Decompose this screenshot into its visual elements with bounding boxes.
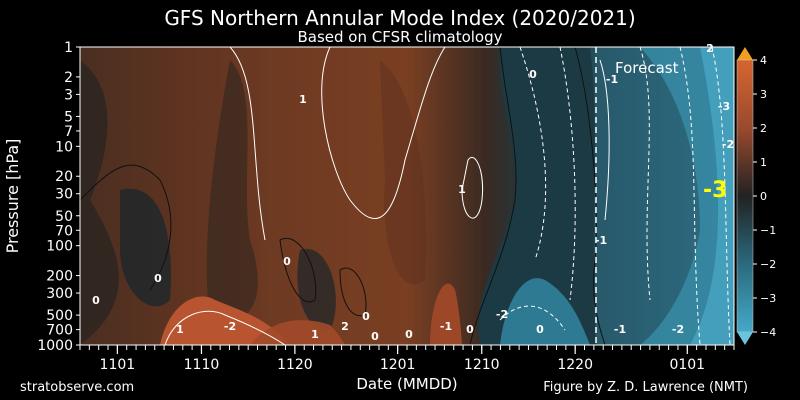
- y-tick-label: 500: [46, 308, 73, 324]
- contour-label: 0: [154, 272, 162, 285]
- contour-label: 0: [283, 255, 291, 268]
- forecast-label: Forecast: [615, 59, 679, 77]
- contour-label: -2: [496, 308, 508, 321]
- x-tick-label: 1220: [557, 357, 593, 373]
- contour-label: -1: [595, 234, 607, 247]
- colorbar-tick-label: 1: [760, 156, 767, 169]
- x-tick-label: 1201: [380, 357, 416, 373]
- y-tick-label: 200: [46, 269, 73, 285]
- colorbar-tick-label: 4: [760, 54, 767, 67]
- y-tick-label: 1: [64, 40, 73, 56]
- chart-title: GFS Northern Annular Mode Index (2020/20…: [164, 6, 635, 30]
- x-tick-label: 1120: [277, 357, 313, 373]
- contour-label: 0: [92, 294, 100, 307]
- y-tick-label: 20: [55, 169, 73, 185]
- contour-label: 0: [371, 330, 379, 343]
- colorbar-max-arrow: [737, 47, 753, 60]
- contour-label: 0: [362, 310, 370, 323]
- x-axis: 1101 1110 1120 1201 1210 1220 0101: [79, 345, 735, 373]
- footer-credit: Figure by Z. D. Lawrence (NMT): [543, 380, 748, 395]
- x-tick-label: 1101: [100, 357, 136, 373]
- colorbar-tick-label: 3: [760, 88, 767, 101]
- contour-label: 0: [466, 323, 474, 336]
- contour-label: 2: [706, 42, 714, 55]
- contour-label: 1: [311, 328, 319, 341]
- colorbar-tick-label: −2: [760, 258, 776, 271]
- y-tick-label: 30: [55, 187, 73, 203]
- chart-subtitle: Based on CFSR climatology: [297, 28, 502, 46]
- y-tick-label: 5: [64, 109, 73, 125]
- contour-label: -2: [224, 320, 236, 333]
- x-axis-label: Date (MMDD): [356, 375, 457, 393]
- contour-label: -2: [722, 138, 734, 151]
- y-tick-label: 700: [46, 323, 73, 339]
- contour-label: -1: [440, 320, 452, 333]
- colorbar-ticks: 4 3 2 1 0 −1 −2 −3 −4: [753, 54, 776, 339]
- contour-label: 0: [405, 328, 413, 341]
- x-tick-label: 0101: [669, 357, 705, 373]
- y-tick-label: 7: [64, 124, 73, 140]
- contour-label: 1: [458, 183, 466, 196]
- y-tick-label: 100: [46, 239, 73, 255]
- contour-label: 1: [299, 93, 307, 106]
- y-axis-label: Pressure [hPa]: [3, 139, 22, 254]
- y-tick-label: 3: [64, 87, 73, 103]
- y-tick-label: 2: [64, 70, 73, 86]
- footer-site: stratobserve.com: [20, 380, 134, 395]
- colorbar-tick-label: −4: [760, 326, 776, 339]
- x-tick-label: 1210: [464, 357, 500, 373]
- y-tick-label: 1000: [37, 338, 73, 354]
- colorbar-min-arrow: [737, 332, 753, 345]
- colorbar-tick-label: 2: [760, 122, 767, 135]
- contour-label: -1: [614, 323, 626, 336]
- current-value-label: -3: [703, 178, 727, 203]
- contour-label: 1: [176, 323, 184, 336]
- colorbar: [736, 59, 754, 333]
- y-tick-label: 50: [55, 209, 73, 225]
- contour-label: 2: [341, 320, 349, 333]
- y-tick-label: 70: [55, 223, 73, 239]
- contour-label: 0: [529, 68, 537, 81]
- contour-label: -3: [718, 100, 730, 113]
- contour-label: 0: [536, 323, 544, 336]
- y-tick-label: 300: [46, 286, 73, 302]
- heatmap-field: [80, 47, 734, 345]
- contour-label: -1: [606, 73, 618, 86]
- contour-label: -2: [672, 323, 684, 336]
- x-tick-label: 1110: [184, 357, 220, 373]
- y-tick-label: 10: [55, 139, 73, 155]
- colorbar-tick-label: −3: [760, 292, 776, 305]
- colorbar-tick-label: −1: [760, 224, 776, 237]
- colorbar-tick-label: 0: [760, 190, 767, 203]
